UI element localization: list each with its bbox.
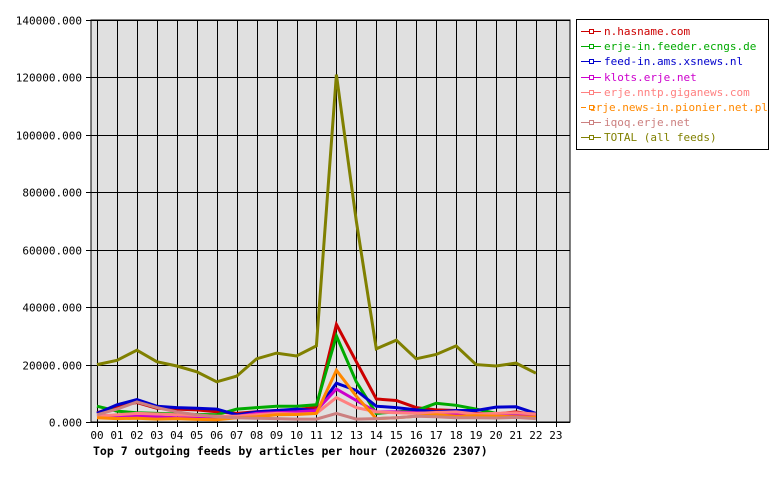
legend-item: klots.erje.net [581, 70, 768, 85]
y-tick-label: 40000.000 [22, 302, 82, 315]
x-tick-label: 20 [489, 429, 502, 442]
legend-line-marker-icon [581, 118, 601, 127]
legend-label: klots.erje.net [604, 70, 697, 84]
y-tick-label: 80000.000 [22, 187, 82, 200]
legend-item: iqoq.erje.net [581, 115, 768, 130]
y-axis: 0.000 20000.000 40000.000 60000.000 80000.00… [16, 15, 91, 430]
x-tick-label: 21 [509, 429, 522, 442]
x-tick-label: 10 [290, 429, 303, 442]
grid-lines [91, 20, 570, 423]
x-axis: 00 01 02 03 04 05 06 07 08 09 10 11 12 13 14 15 16 17 18 19… [90, 422, 562, 442]
x-tick-label: 03 [150, 429, 163, 442]
x-tick-label: 00 [90, 429, 103, 442]
x-tick-label: 18 [449, 429, 462, 442]
legend-label: iqoq.erje.net [604, 116, 691, 130]
x-tick-label: 23 [549, 429, 562, 442]
x-tick-label: 12 [330, 429, 343, 442]
x-tick-label: 01 [110, 429, 123, 442]
series-line [96, 367, 536, 422]
legend-line-marker-icon [581, 57, 601, 66]
x-tick-label: 19 [469, 429, 482, 442]
chart-title: Top 7 outgoing feeds by articles per hou… [93, 444, 488, 458]
x-tick-label: 22 [529, 429, 542, 442]
series-line [96, 400, 536, 421]
x-tick-label: 17 [430, 429, 443, 442]
legend-label: erje.news-in.pionier.net.pl [589, 101, 768, 115]
y-tick-label: 20000.000 [22, 360, 82, 373]
data-series [96, 74, 537, 422]
y-tick-label: 100000.000 [16, 130, 82, 143]
x-tick-label: 13 [350, 429, 363, 442]
x-tick-label: 08 [250, 429, 263, 442]
x-tick-label: 05 [190, 429, 203, 442]
legend-item: erje.nntp.giganews.com [581, 85, 768, 100]
x-tick-label: 14 [370, 429, 384, 442]
legend-line-marker-icon [581, 133, 601, 142]
x-tick-label: 11 [310, 429, 323, 442]
chart-legend: n.hasname.com erje-in.feeder.ecngs.de feed… [576, 19, 769, 150]
legend-item: erje-in.feeder.ecngs.de [581, 39, 768, 54]
y-tick-label: 140000.000 [16, 15, 82, 28]
legend-label: erje-in.feeder.ecngs.de [604, 40, 757, 54]
legend-label: TOTAL (all feeds) [604, 131, 717, 145]
legend-item: erje.news-in.pionier.net.pl [581, 100, 768, 115]
y-tick-label: 120000.000 [16, 72, 82, 85]
x-tick-label: 02 [130, 429, 143, 442]
legend-line-marker-icon [581, 103, 595, 112]
x-tick-label: 06 [210, 429, 223, 442]
x-tick-label: 04 [170, 429, 184, 442]
legend-line-marker-icon [581, 27, 601, 36]
legend-label: erje.nntp.giganews.com [604, 85, 750, 99]
legend-line-marker-icon [581, 73, 601, 82]
y-tick-label: 0.000 [49, 417, 82, 430]
y-tick-label: 60000.000 [22, 245, 82, 258]
series-line [96, 74, 537, 384]
x-tick-label: 07 [230, 429, 243, 442]
x-tick-label: 15 [390, 429, 403, 442]
legend-label: feed-in.ams.xsnews.nl [604, 55, 744, 69]
legend-label: n.hasname.com [604, 25, 691, 39]
x-tick-label: 09 [270, 429, 283, 442]
legend-line-marker-icon [581, 42, 601, 51]
legend-item: feed-in.ams.xsnews.nl [581, 54, 768, 69]
x-tick-label: 16 [410, 429, 423, 442]
legend-item: n.hasname.com [581, 24, 768, 39]
legend-line-marker-icon [581, 88, 601, 97]
legend-item: TOTAL (all feeds) [581, 130, 768, 145]
